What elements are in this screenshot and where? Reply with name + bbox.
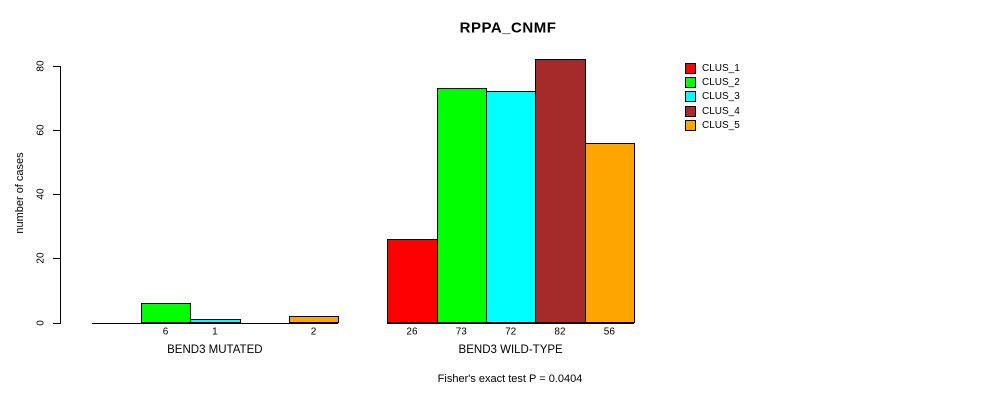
y-axis-tick-label: 0 xyxy=(35,319,47,326)
bar-value-label: 2 xyxy=(310,326,317,338)
legend-color-swatch xyxy=(685,105,696,117)
bar-value-label: 6 xyxy=(162,326,169,338)
legend-color-swatch xyxy=(685,62,696,74)
legend-item-label: CLUS_4 xyxy=(702,105,740,117)
legend-item-clus_3: CLUS_3 xyxy=(685,90,740,104)
bar-value-label: 56 xyxy=(603,326,615,338)
legend-item-clus_1: CLUS_1 xyxy=(685,61,740,75)
y-axis-tick-label: 40 xyxy=(35,188,47,200)
y-axis-tick xyxy=(53,322,60,324)
bar-clus_3-group1 xyxy=(190,319,241,324)
legend-color-swatch xyxy=(685,120,696,132)
y-axis-tick-label: 20 xyxy=(35,252,47,264)
y-axis-tick xyxy=(53,129,60,131)
y-axis-tick xyxy=(53,194,60,195)
legend-color-swatch xyxy=(685,91,696,103)
legend-item-clus_4: CLUS_4 xyxy=(685,104,740,118)
legend-item-clus_5: CLUS_5 xyxy=(685,119,740,133)
bar-value-label: 72 xyxy=(505,326,517,338)
bar-clus_4-group2 xyxy=(535,59,586,324)
bar-clus_5-group2 xyxy=(584,142,635,324)
bar-value-label: 82 xyxy=(554,326,566,338)
bar-value-label: 1 xyxy=(212,326,218,338)
bar-clus_2-group1 xyxy=(140,303,192,324)
y-axis-tick-label: 80 xyxy=(35,59,47,72)
legend-color-swatch xyxy=(685,77,696,89)
chart-title: RPPA_CNMF xyxy=(459,19,557,37)
bar-value-label: 73 xyxy=(455,326,467,338)
bar-clus_5-group1 xyxy=(288,316,340,324)
legend-item-label: CLUS_1 xyxy=(702,62,740,74)
legend-item-label: CLUS_5 xyxy=(702,120,740,132)
y-axis-line xyxy=(60,65,61,324)
y-axis-tick xyxy=(53,258,60,260)
bar-clus_3-group2 xyxy=(485,91,537,324)
legend-item-clus_2: CLUS_2 xyxy=(685,75,740,89)
y-axis-label: number of cases xyxy=(14,152,26,234)
legend: CLUS_1 CLUS_2 CLUS_3 CLUS_4 CLUS_5 xyxy=(685,61,740,133)
legend-item-label: CLUS_2 xyxy=(702,77,740,89)
bar-clus_2-group2 xyxy=(436,87,487,324)
x-axis-group-label: BEND3 WILD-TYPE xyxy=(458,344,563,356)
bar-clus_1-group2 xyxy=(387,238,438,324)
y-axis-tick-label: 60 xyxy=(35,124,47,136)
bar-value-label: 26 xyxy=(406,326,418,338)
y-axis-tick xyxy=(53,65,60,67)
stat-annotation: Fisher's exact test P = 0.0404 xyxy=(437,373,583,385)
legend-item-label: CLUS_3 xyxy=(702,91,740,103)
x-axis-group-label: BEND3 MUTATED xyxy=(167,344,263,356)
